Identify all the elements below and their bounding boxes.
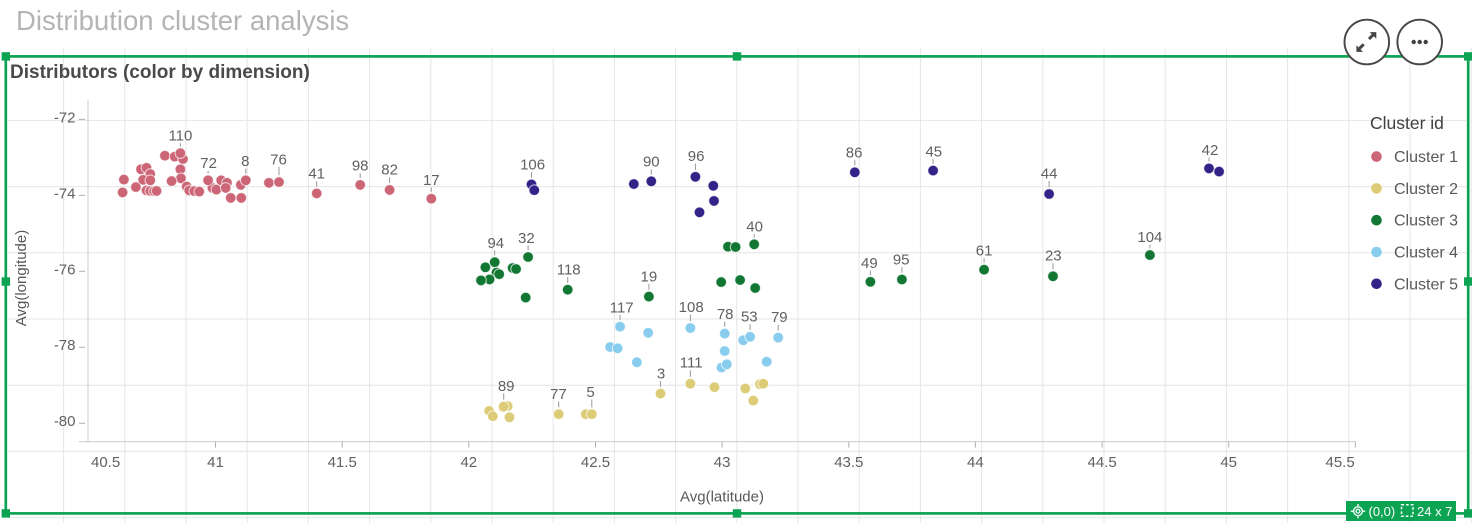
svg-text:45: 45 xyxy=(1220,454,1237,471)
svg-text:Cluster 4: Cluster 4 xyxy=(1394,245,1458,262)
svg-text:42: 42 xyxy=(460,454,477,471)
svg-text:Cluster 3: Cluster 3 xyxy=(1394,213,1458,230)
svg-text:106: 106 xyxy=(520,157,545,174)
svg-text:-80: -80 xyxy=(54,413,76,430)
svg-text:45: 45 xyxy=(925,144,942,161)
svg-text:19: 19 xyxy=(641,268,658,285)
svg-text:23: 23 xyxy=(1045,248,1062,265)
svg-text:41: 41 xyxy=(308,166,325,183)
svg-text:89: 89 xyxy=(498,378,515,395)
svg-text:98: 98 xyxy=(352,158,369,175)
svg-text:3: 3 xyxy=(657,365,665,382)
svg-text:5: 5 xyxy=(586,384,594,401)
svg-text:72: 72 xyxy=(200,155,217,172)
svg-text:90: 90 xyxy=(643,154,660,171)
svg-text:117: 117 xyxy=(610,299,634,316)
svg-text:76: 76 xyxy=(270,151,287,168)
svg-text:40: 40 xyxy=(746,218,763,235)
svg-text:61: 61 xyxy=(976,243,993,260)
svg-text:42.5: 42.5 xyxy=(581,454,610,471)
svg-text:-72: -72 xyxy=(54,109,76,126)
svg-text:44: 44 xyxy=(967,454,984,471)
svg-text:24 x 7: 24 x 7 xyxy=(1417,504,1452,519)
svg-text:-78: -78 xyxy=(54,337,76,354)
svg-text:8: 8 xyxy=(241,153,249,170)
svg-text:79: 79 xyxy=(771,309,788,326)
svg-text:Avg(longitude): Avg(longitude) xyxy=(13,230,30,326)
svg-text:17: 17 xyxy=(423,172,440,189)
svg-text:49: 49 xyxy=(861,255,878,272)
svg-text:94: 94 xyxy=(487,235,504,252)
svg-text:104: 104 xyxy=(1137,229,1162,246)
svg-text:110: 110 xyxy=(168,128,192,145)
svg-text:32: 32 xyxy=(518,230,535,247)
svg-text:43.5: 43.5 xyxy=(834,454,863,471)
svg-text:108: 108 xyxy=(679,299,704,316)
svg-text:Cluster 5: Cluster 5 xyxy=(1394,276,1458,293)
svg-text:41.5: 41.5 xyxy=(328,454,357,471)
svg-text:77: 77 xyxy=(550,386,567,403)
svg-text:Cluster 2: Cluster 2 xyxy=(1394,181,1458,198)
svg-text:45.5: 45.5 xyxy=(1325,454,1354,471)
svg-text:(0,0): (0,0) xyxy=(1369,504,1396,519)
svg-text:42: 42 xyxy=(1202,142,1219,159)
svg-text:53: 53 xyxy=(741,309,758,326)
svg-text:82: 82 xyxy=(381,162,398,179)
svg-text:Avg(latitude): Avg(latitude) xyxy=(680,489,764,506)
svg-text:41: 41 xyxy=(207,454,224,471)
svg-text:Distributors (color by dimensi: Distributors (color by dimension) xyxy=(10,62,310,83)
svg-text:111: 111 xyxy=(680,355,703,372)
svg-text:40.5: 40.5 xyxy=(91,454,120,471)
svg-text:43: 43 xyxy=(714,454,731,471)
svg-text:Cluster id: Cluster id xyxy=(1370,113,1444,133)
svg-text:Cluster 1: Cluster 1 xyxy=(1394,149,1458,166)
svg-text:44.5: 44.5 xyxy=(1087,454,1116,471)
svg-text:118: 118 xyxy=(557,261,581,278)
svg-text:-74: -74 xyxy=(54,185,76,202)
svg-text:-76: -76 xyxy=(54,261,76,278)
svg-text:78: 78 xyxy=(717,306,734,323)
svg-text:44: 44 xyxy=(1041,165,1058,182)
svg-text:86: 86 xyxy=(846,145,863,162)
svg-text:Distribution cluster analysis: Distribution cluster analysis xyxy=(16,5,349,36)
svg-text:96: 96 xyxy=(688,148,705,165)
svg-text:95: 95 xyxy=(893,252,910,269)
